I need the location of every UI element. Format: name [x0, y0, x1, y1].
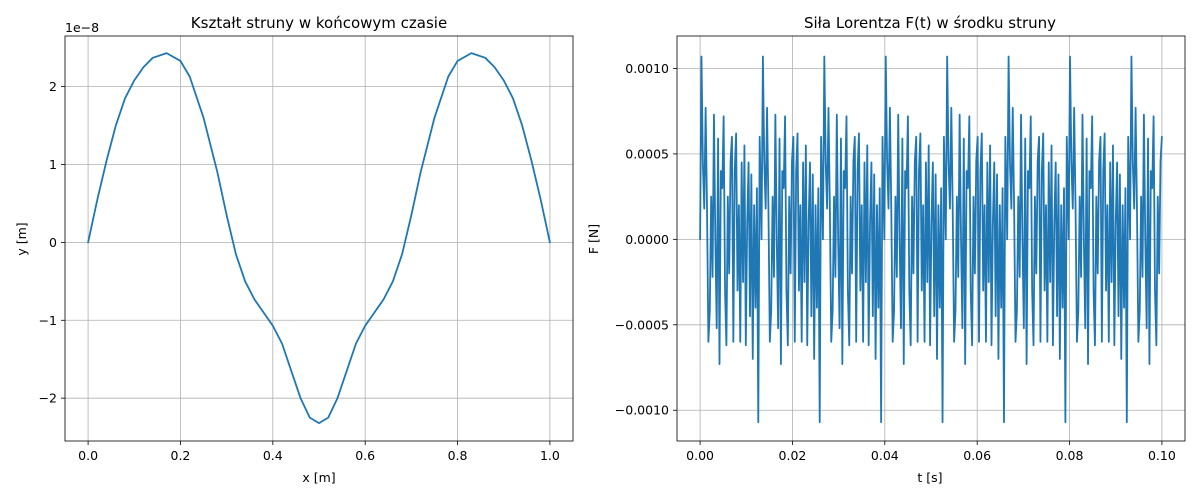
left-chart-title: Kształt struny w końcowym czasie: [191, 14, 447, 32]
right-x-tick-label: 0.04: [871, 448, 899, 463]
right-chart-title: Siła Lorentza F(t) w środku struny: [804, 14, 1056, 32]
right-x-axis-label: t [s]: [917, 470, 942, 485]
right-x-tick-label: 0.08: [1056, 448, 1084, 463]
right-ticks: 0.00 0.02 0.04 0.06 0.08 0.10 −0.0010 −0.0005 0.…: [615, 61, 1176, 463]
left-grid: [65, 36, 573, 441]
left-y-tick-label: −1: [39, 313, 57, 328]
right-y-tick-label: −0.0010: [615, 403, 669, 418]
left-y-tick-label: 1: [49, 157, 57, 172]
left-x-tick-label: 0.4: [263, 448, 283, 463]
left-chart: Kształt struny w końcowym czasie 0.0 0.2 0…: [14, 14, 574, 485]
left-ticks: 0.0 0.2 0.4 0.6 0.8 1.0 −2 −1 0 1 2: [39, 79, 560, 463]
right-y-tick-label: 0.0005: [625, 146, 669, 161]
left-x-tick-label: 1.0: [540, 448, 560, 463]
right-y-tick-label: −0.0005: [615, 317, 669, 332]
right-x-tick-label: 0.06: [963, 448, 991, 463]
right-y-axis-label: F [N]: [586, 224, 601, 254]
right-axes-frame: [676, 35, 1186, 442]
right-x-tick-label: 0.10: [1148, 448, 1176, 463]
right-y-tick-label: 0.0010: [625, 61, 669, 76]
left-x-tick-label: 0.6: [355, 448, 375, 463]
left-series-line: [87, 52, 551, 424]
left-x-tick-label: 0.8: [448, 448, 468, 463]
left-y-tick-label: 0: [49, 235, 57, 250]
left-y-tick-label: −2: [39, 391, 57, 406]
left-offset-text: 1e−8: [65, 20, 99, 35]
right-chart: Siła Lorentza F(t) w środku struny 0.00 0…: [586, 14, 1186, 485]
left-x-axis-label: x [m]: [302, 470, 335, 485]
right-x-tick-label: 0.00: [686, 448, 714, 463]
right-y-tick-label: 0.0000: [625, 232, 669, 247]
left-y-axis-label: y [m]: [14, 222, 29, 255]
left-axes-frame: [64, 35, 574, 442]
left-x-tick-label: 0.0: [78, 448, 98, 463]
right-series-line: [699, 55, 1163, 424]
left-x-tick-label: 0.2: [171, 448, 191, 463]
left-y-tick-label: 2: [49, 79, 57, 94]
right-x-tick-label: 0.02: [779, 448, 807, 463]
